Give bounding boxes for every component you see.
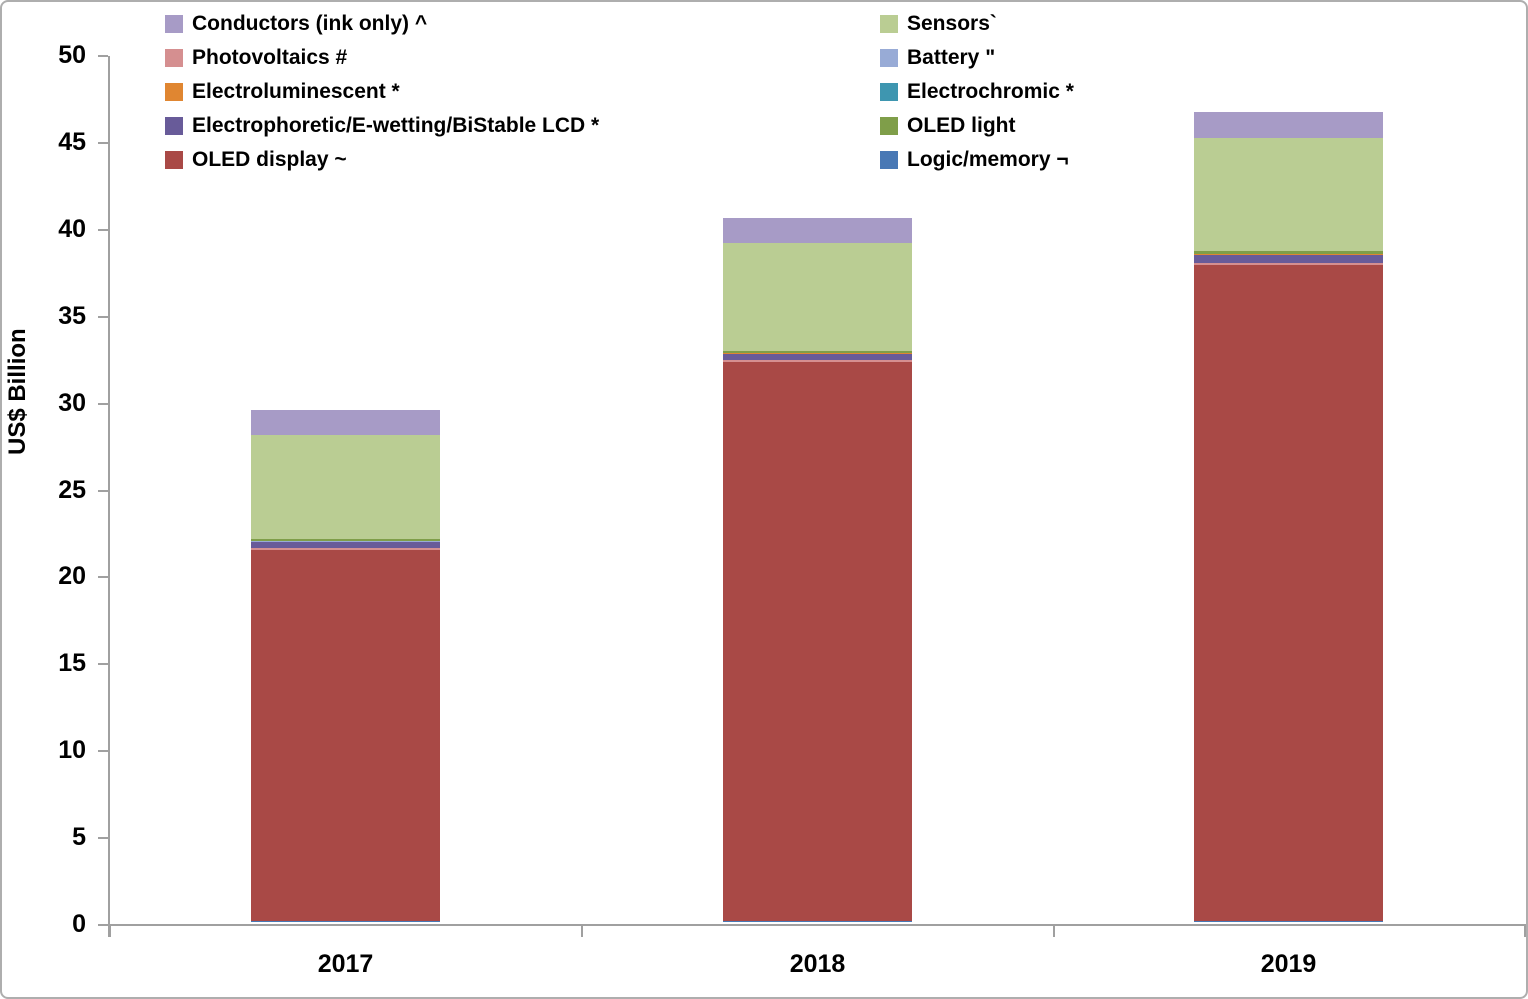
legend-item-oled_light: OLED light — [880, 109, 1074, 143]
bar-segment-electrophoretic-2018 — [723, 354, 912, 361]
bar-segment-oled_display-2017 — [251, 549, 440, 921]
legend-label-oled_light: OLED light — [907, 114, 1016, 137]
legend-label-electroluminescent: Electroluminescent * — [192, 80, 400, 103]
y-axis-tick-label-30: 30 — [58, 388, 86, 417]
bar-segment-conductors-2018 — [723, 217, 912, 243]
y-axis-tick-40 — [98, 228, 108, 231]
y-axis-tick-label-5: 5 — [72, 823, 86, 852]
y-axis-tick-label-15: 15 — [58, 649, 86, 678]
y-axis-tick-50 — [98, 55, 108, 57]
y-axis-tick-label-20: 20 — [58, 562, 86, 591]
x-axis-label-2019: 2019 — [1260, 950, 1317, 978]
legend-swatch-icon-electrochromic — [880, 83, 898, 101]
legend-label-conductors: Conductors (ink only) ^ — [192, 12, 428, 35]
bar-segment-conductors-2017 — [251, 410, 440, 435]
y-axis-tick-5 — [98, 837, 108, 840]
legend-swatch-icon-electrophoretic — [165, 117, 183, 135]
y-axis-tick-label-10: 10 — [58, 736, 86, 765]
bar-segment-sensors-2019 — [1194, 137, 1383, 252]
legend-swatch-icon-battery — [880, 49, 898, 67]
bar-segment-photovoltaics-2018 — [723, 360, 912, 362]
legend-item-conductors: Conductors (ink only) ^ — [165, 7, 599, 41]
y-axis-tick-label-0: 0 — [72, 910, 86, 938]
legend-item-electrophoretic: Electrophoretic/E-wetting/BiStable LCD * — [165, 109, 599, 143]
legend-swatch-icon-conductors — [165, 15, 183, 33]
legend-item-photovoltaics: Photovoltaics # — [165, 41, 599, 75]
legend-label-battery: Battery " — [907, 46, 996, 69]
stacked-bar-2019 — [1194, 111, 1383, 921]
legend-label-electrochromic: Electrochromic * — [907, 80, 1074, 103]
legend-item-battery: Battery " — [880, 41, 1074, 75]
y-axis-tick-45 — [98, 141, 108, 144]
legend-item-electroluminescent: Electroluminescent * — [165, 75, 599, 109]
x-axis-label-2017: 2017 — [317, 950, 374, 978]
bar-segment-oled_light-2017 — [251, 539, 440, 541]
y-axis-tick-10 — [98, 750, 108, 753]
legend-item-oled_display: OLED display ~ — [165, 143, 599, 177]
y-axis-tick-label-50: 50 — [58, 41, 86, 69]
x-axis-label-2018: 2018 — [789, 950, 846, 978]
y-axis-tick-20 — [98, 576, 108, 579]
x-axis-tick-1 — [581, 925, 583, 937]
stacked-bar-2017 — [251, 410, 440, 921]
bar-segment-oled_light-2019 — [1194, 251, 1383, 254]
legend-swatch-icon-electroluminescent — [165, 83, 183, 101]
legend-label-electrophoretic: Electrophoretic/E-wetting/BiStable LCD * — [192, 114, 600, 137]
bar-segment-electrophoretic-2019 — [1194, 255, 1383, 263]
x-axis-tick-0 — [109, 925, 111, 937]
bar-segment-conductors-2019 — [1194, 111, 1383, 138]
bar-segment-oled_display-2018 — [723, 361, 912, 921]
y-axis-tick-label-45: 45 — [58, 127, 86, 156]
bar-segment-electrophoretic-2017 — [251, 541, 440, 548]
bar-segment-photovoltaics-2019 — [1194, 262, 1383, 266]
legend-column-right: Sensors` Battery " Electrochromic * OLED li… — [880, 7, 1074, 177]
stacked-bar-2018 — [723, 217, 912, 921]
legend-label-photovoltaics: Photovoltaics # — [192, 46, 348, 69]
legend-item-logic_memory: Logic/memory ¬ — [880, 143, 1074, 177]
x-axis-line — [108, 924, 1526, 926]
legend-label-sensors: Sensors` — [907, 12, 997, 35]
bar-segment-sensors-2018 — [723, 242, 912, 352]
y-axis-tick-label-25: 25 — [58, 475, 86, 504]
legend-swatch-icon-oled_light — [880, 117, 898, 135]
bar-segment-oled_display-2019 — [1194, 265, 1383, 921]
legend-label-logic_memory: Logic/memory ¬ — [907, 148, 1069, 171]
legend-swatch-icon-logic_memory — [880, 151, 898, 169]
legend-swatch-icon-photovoltaics — [165, 49, 183, 67]
legend-label-oled_display: OLED display ~ — [192, 148, 347, 171]
legend-column-left: Conductors (ink only) ^ Photovoltaics # El… — [165, 7, 599, 177]
bar-segment-photovoltaics-2017 — [251, 547, 440, 550]
x-axis-tick-3 — [1524, 925, 1526, 937]
x-axis-tick-2 — [1053, 925, 1055, 937]
y-axis-tick-15 — [98, 663, 108, 666]
y-axis-tick-label-40: 40 — [58, 214, 86, 243]
legend-item-electrochromic: Electrochromic * — [880, 75, 1074, 109]
bar-segment-oled_light-2018 — [723, 351, 912, 354]
y-axis-line — [108, 56, 110, 937]
y-axis-tick-25 — [98, 489, 108, 492]
legend-item-sensors: Sensors` — [880, 7, 1074, 41]
y-axis-tick-35 — [98, 315, 108, 318]
y-axis-tick-0 — [98, 924, 108, 926]
legend-swatch-icon-sensors — [880, 15, 898, 33]
legend-swatch-icon-oled_display — [165, 151, 183, 169]
y-axis-tick-label-35: 35 — [58, 301, 86, 330]
y-axis-tick-30 — [98, 402, 108, 405]
bar-segment-sensors-2017 — [251, 434, 440, 540]
